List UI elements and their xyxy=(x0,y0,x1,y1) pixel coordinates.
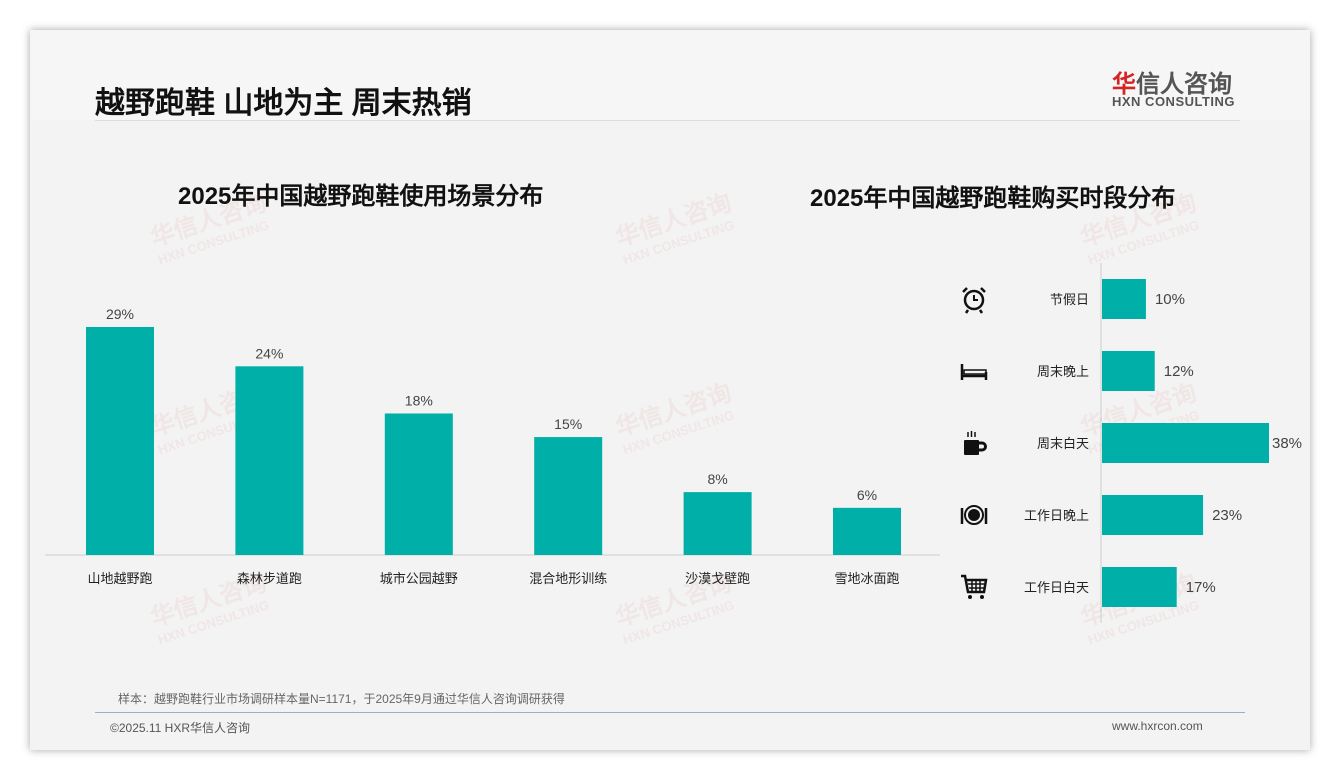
bar xyxy=(1102,351,1155,391)
category-label: 森林步道跑 xyxy=(237,571,302,586)
header xyxy=(30,30,1310,120)
category-label: 雪地冰面跑 xyxy=(834,571,899,586)
logo: 华信人咨询 xyxy=(1112,64,1232,99)
category-label: 周末白天 xyxy=(1037,436,1089,451)
category-label: 混合地形训练 xyxy=(529,571,607,586)
header-divider xyxy=(95,120,1240,121)
data-label: 10% xyxy=(1155,291,1185,308)
category-label: 工作日晚上 xyxy=(1024,508,1089,523)
slide: 越野跑鞋 山地为主 周末热销 华信人咨询 HXN CONSULTING 2025… xyxy=(30,30,1310,750)
category-label: 城市公园越野 xyxy=(380,571,458,586)
data-label: 24% xyxy=(255,345,283,361)
chart-title-left: 2025年中国越野跑鞋使用场景分布 xyxy=(178,183,544,210)
footer-divider xyxy=(95,712,1245,713)
data-label: 29% xyxy=(106,306,134,322)
data-label: 17% xyxy=(1186,579,1216,596)
category-label: 工作日白天 xyxy=(1024,580,1089,595)
logo-red-char: 华 xyxy=(1112,71,1136,98)
website-link[interactable]: www.hxrcon.com xyxy=(1112,719,1203,733)
page-title: 越野跑鞋 山地为主 周末热销 xyxy=(95,87,472,120)
coffee-cup-icon xyxy=(964,431,987,455)
scene-bar-chart: 29% 山地越野跑 24% 森林步道跑 18% 城市公园越野 15% 混合地形训练 8% 沙漠戈壁… xyxy=(45,263,1302,623)
chart-title-right: 2025年中国越野跑鞋购买时段分布 xyxy=(810,185,1176,212)
copyright: ©2025.11 HXR华信人咨询 xyxy=(110,721,250,735)
data-label: 8% xyxy=(707,471,727,487)
alarm-clock-icon xyxy=(962,287,986,314)
category-label: 山地越野跑 xyxy=(87,571,152,586)
data-label: 38% xyxy=(1272,435,1302,452)
data-label: 6% xyxy=(857,487,877,503)
category-label: 节假日 xyxy=(1050,292,1089,307)
data-label: 15% xyxy=(554,416,582,432)
sample-note: 样本：越野跑鞋行业市场调研样本量N=1171，于2025年9月通过华信人咨询调研… xyxy=(118,692,565,706)
data-label: 18% xyxy=(405,392,433,408)
dining-icon xyxy=(960,505,988,525)
bar xyxy=(235,366,304,555)
category-label: 周末晚上 xyxy=(1037,364,1089,379)
bar xyxy=(1102,567,1177,607)
bar xyxy=(1102,495,1204,535)
bar xyxy=(683,492,752,555)
category-label: 沙漠戈壁跑 xyxy=(685,571,750,586)
logo-cn: 信人咨询 xyxy=(1136,71,1232,98)
bar xyxy=(384,413,453,555)
data-label: 23% xyxy=(1212,507,1242,524)
bar xyxy=(833,507,901,555)
shopping-cart-icon xyxy=(961,574,988,599)
data-label: 12% xyxy=(1164,363,1194,380)
bar xyxy=(86,327,154,555)
bar xyxy=(534,437,603,555)
bar xyxy=(1102,279,1146,319)
bar xyxy=(1102,423,1269,463)
logo-en: HXN CONSULTING xyxy=(1112,94,1236,109)
bed-icon xyxy=(960,364,988,380)
